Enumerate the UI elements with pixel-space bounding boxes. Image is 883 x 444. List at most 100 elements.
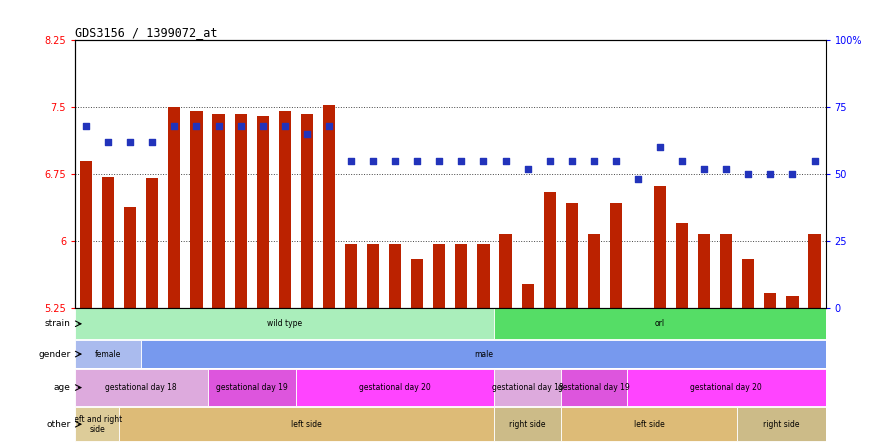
Text: male: male xyxy=(474,349,493,359)
Bar xyxy=(721,234,732,308)
Bar xyxy=(627,369,826,406)
Bar xyxy=(676,223,688,308)
Bar xyxy=(737,408,826,441)
Bar xyxy=(75,309,494,339)
Point xyxy=(477,157,491,164)
Text: gestational day 19: gestational day 19 xyxy=(558,383,630,392)
Point xyxy=(343,157,358,164)
Bar xyxy=(208,369,296,406)
Bar xyxy=(494,309,826,339)
Text: wild type: wild type xyxy=(268,319,302,328)
Point xyxy=(124,138,138,145)
Point xyxy=(542,157,557,164)
Text: orl: orl xyxy=(655,319,665,328)
Bar xyxy=(522,284,533,308)
Text: left side: left side xyxy=(291,420,322,429)
Bar xyxy=(698,234,710,308)
Point xyxy=(521,165,535,172)
Text: GDS3156 / 1399072_at: GDS3156 / 1399072_at xyxy=(75,26,217,39)
Bar xyxy=(80,161,92,308)
Bar xyxy=(301,114,313,308)
Point xyxy=(565,157,579,164)
Bar xyxy=(500,234,511,308)
Bar xyxy=(213,114,224,308)
Text: gestational day 20: gestational day 20 xyxy=(359,383,431,392)
Bar xyxy=(456,244,467,308)
Point xyxy=(586,157,600,164)
Point xyxy=(389,157,403,164)
Point xyxy=(675,157,689,164)
Point xyxy=(454,157,468,164)
Bar xyxy=(169,107,180,308)
Text: strain: strain xyxy=(45,319,71,328)
Bar xyxy=(561,369,627,406)
Point xyxy=(742,170,756,178)
Text: right side: right side xyxy=(763,420,800,429)
Text: gestational day 20: gestational day 20 xyxy=(691,383,762,392)
Point xyxy=(79,122,94,129)
Bar xyxy=(147,178,158,308)
Point xyxy=(630,176,645,183)
Point xyxy=(366,157,381,164)
Point xyxy=(299,130,314,137)
Text: gender: gender xyxy=(38,349,71,359)
Point xyxy=(763,170,777,178)
Bar xyxy=(561,408,737,441)
Bar xyxy=(367,245,379,308)
Bar xyxy=(75,340,141,368)
Point xyxy=(233,122,247,129)
Bar xyxy=(323,105,335,308)
Text: gestational day 19: gestational day 19 xyxy=(215,383,288,392)
Bar xyxy=(544,192,555,308)
Bar xyxy=(494,369,561,406)
Bar xyxy=(787,296,798,308)
Bar xyxy=(235,114,246,308)
Point xyxy=(168,122,182,129)
Text: female: female xyxy=(95,349,121,359)
Point xyxy=(145,138,160,145)
Bar xyxy=(478,244,489,308)
Bar xyxy=(279,111,291,308)
Point xyxy=(277,122,291,129)
Bar xyxy=(75,408,119,441)
Point xyxy=(698,165,712,172)
Point xyxy=(609,157,623,164)
Bar xyxy=(632,308,644,310)
Bar xyxy=(119,408,494,441)
Point xyxy=(189,122,203,129)
Point xyxy=(410,157,424,164)
Point xyxy=(256,122,270,129)
Bar xyxy=(809,234,820,308)
Bar xyxy=(434,244,445,308)
Bar xyxy=(610,203,622,308)
Point xyxy=(719,165,733,172)
Point xyxy=(322,122,336,129)
Bar xyxy=(765,293,776,308)
Text: left and right
side: left and right side xyxy=(72,415,122,434)
Text: other: other xyxy=(47,420,71,429)
Bar xyxy=(296,369,494,406)
Bar xyxy=(125,207,136,308)
Text: age: age xyxy=(54,383,71,392)
Bar xyxy=(566,203,577,308)
Bar xyxy=(654,186,666,308)
Text: left side: left side xyxy=(634,420,664,429)
Bar xyxy=(494,408,561,441)
Bar xyxy=(102,177,114,308)
Text: gestational day 18: gestational day 18 xyxy=(105,383,177,392)
Point xyxy=(808,157,822,164)
Bar xyxy=(191,111,202,308)
Point xyxy=(102,138,115,145)
Text: right side: right side xyxy=(509,420,546,429)
Bar xyxy=(257,116,268,308)
Bar xyxy=(345,244,357,308)
Point xyxy=(786,170,800,178)
Point xyxy=(499,157,513,164)
Bar xyxy=(588,234,600,308)
Bar xyxy=(75,369,208,406)
Text: gestational day 18: gestational day 18 xyxy=(492,383,563,392)
Point xyxy=(433,157,447,164)
Point xyxy=(653,143,668,151)
Bar xyxy=(411,259,423,308)
Point xyxy=(212,122,226,129)
